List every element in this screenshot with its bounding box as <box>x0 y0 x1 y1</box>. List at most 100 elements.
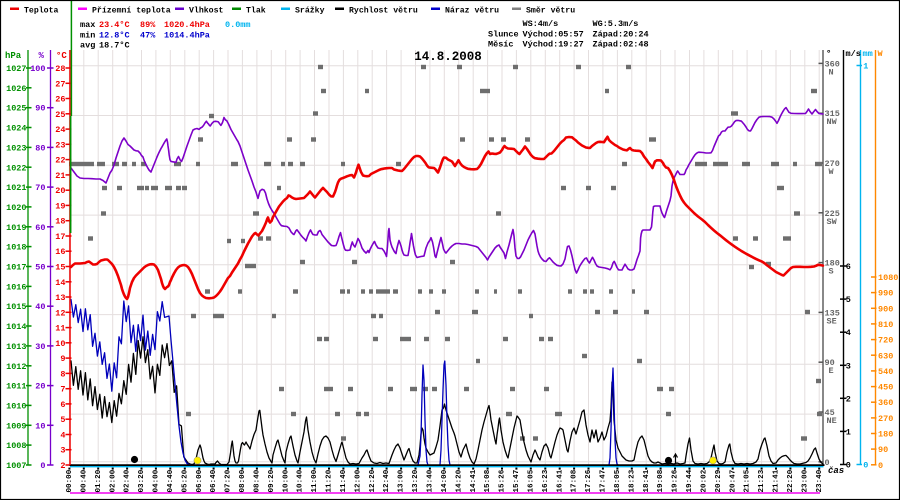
svg-text:18:41: 18:41 <box>643 469 651 492</box>
svg-text:0: 0 <box>878 461 883 471</box>
svg-text:1014.4hPa: 1014.4hPa <box>164 31 210 41</box>
svg-text:17:47: 17:47 <box>600 469 608 492</box>
svg-text:14: 14 <box>55 278 65 288</box>
svg-text:60: 60 <box>35 223 45 233</box>
svg-text:20: 20 <box>35 382 45 392</box>
svg-text:1012: 1012 <box>6 362 26 372</box>
svg-text:Tlak: Tlak <box>246 6 266 16</box>
svg-text:20: 20 <box>55 186 65 196</box>
svg-text:19:44: 19:44 <box>686 469 694 492</box>
svg-text:360: 360 <box>878 398 893 408</box>
svg-text:20:02: 20:02 <box>701 469 709 492</box>
svg-text:%: % <box>39 51 45 61</box>
svg-text:Náraz větru: Náraz větru <box>445 6 499 16</box>
svg-text:16:05: 16:05 <box>527 469 535 492</box>
svg-text:Vlhkost: Vlhkost <box>189 6 223 16</box>
svg-text:10:40: 10:40 <box>297 469 305 492</box>
svg-text:1011: 1011 <box>6 382 26 392</box>
svg-text:14:00: 14:00 <box>441 469 449 492</box>
svg-text:25: 25 <box>55 110 65 120</box>
svg-text:23:40: 23:40 <box>816 469 824 492</box>
svg-text:2: 2 <box>60 461 65 471</box>
svg-text:04:00: 04:00 <box>153 469 161 492</box>
svg-text:1009: 1009 <box>6 421 26 431</box>
svg-text:1014: 1014 <box>6 322 26 332</box>
svg-text:13:40: 13:40 <box>427 469 435 492</box>
svg-text:20:47: 20:47 <box>729 469 737 492</box>
svg-text:SW: SW <box>827 217 838 227</box>
svg-text:90: 90 <box>35 104 45 114</box>
svg-text:°C: °C <box>56 51 67 61</box>
svg-text:11: 11 <box>55 324 65 334</box>
svg-text:1015: 1015 <box>6 302 26 312</box>
svg-text:270: 270 <box>825 159 840 169</box>
svg-text:1021: 1021 <box>6 183 26 193</box>
svg-text:S: S <box>829 267 834 277</box>
svg-text:1025: 1025 <box>6 104 26 114</box>
svg-text:19:08: 19:08 <box>657 469 665 492</box>
svg-text:135: 135 <box>825 308 840 318</box>
svg-text:Srážky: Srážky <box>295 6 325 16</box>
svg-text:min: min <box>80 31 95 41</box>
svg-text:09:20: 09:20 <box>268 469 276 492</box>
svg-text:180: 180 <box>825 259 840 269</box>
svg-text:3: 3 <box>846 361 851 371</box>
svg-text:6: 6 <box>60 400 65 410</box>
svg-text:18:05: 18:05 <box>614 469 622 492</box>
svg-text:20:29: 20:29 <box>715 469 723 492</box>
svg-text:19:26: 19:26 <box>672 469 680 492</box>
svg-text:180: 180 <box>878 430 893 440</box>
svg-text:14:20: 14:20 <box>455 469 463 492</box>
svg-text:810: 810 <box>878 320 893 330</box>
svg-text:1019: 1019 <box>6 223 26 233</box>
svg-text:10:00: 10:00 <box>282 469 290 492</box>
svg-text:23: 23 <box>55 140 65 150</box>
svg-text:11:00: 11:00 <box>311 469 319 492</box>
svg-text:1013: 1013 <box>6 342 26 352</box>
svg-text:8: 8 <box>60 369 65 379</box>
svg-text:1022: 1022 <box>6 163 26 173</box>
svg-text:1010: 1010 <box>6 401 26 411</box>
svg-text:0.0mm: 0.0mm <box>225 20 251 30</box>
svg-text:540: 540 <box>878 367 893 377</box>
svg-text:47%: 47% <box>140 31 156 41</box>
svg-text:0: 0 <box>846 461 851 471</box>
svg-text:14:41: 14:41 <box>470 469 478 492</box>
svg-text:01:20: 01:20 <box>95 469 103 492</box>
svg-text:05:20: 05:20 <box>181 469 189 492</box>
svg-text:22:20: 22:20 <box>787 469 795 492</box>
svg-text:Teplota: Teplota <box>24 6 58 16</box>
svg-text:100: 100 <box>30 64 45 74</box>
svg-text:06:40: 06:40 <box>210 469 218 492</box>
svg-text:1026: 1026 <box>6 84 26 94</box>
svg-text:08:40: 08:40 <box>254 469 262 492</box>
svg-text:0: 0 <box>863 461 868 471</box>
svg-text:Rychlost větru: Rychlost větru <box>349 6 418 16</box>
svg-text:990: 990 <box>878 289 893 299</box>
svg-text:00:00: 00:00 <box>66 469 74 492</box>
svg-text:12: 12 <box>55 308 65 318</box>
svg-text:27: 27 <box>55 79 65 89</box>
svg-text:21:41: 21:41 <box>773 469 781 492</box>
svg-text:50: 50 <box>35 263 45 273</box>
svg-text:26: 26 <box>55 95 65 105</box>
svg-text:00:40: 00:40 <box>80 469 88 492</box>
svg-text:NW: NW <box>827 117 838 127</box>
svg-text:Přízemní teplota: Přízemní teplota <box>92 6 171 16</box>
svg-text:m/s: m/s <box>846 49 861 59</box>
svg-text:12:40: 12:40 <box>383 469 391 492</box>
svg-text:13:20: 13:20 <box>412 469 420 492</box>
svg-text:Východ:19:27: Východ:19:27 <box>523 40 584 50</box>
svg-text:18: 18 <box>55 217 65 227</box>
svg-text:17: 17 <box>55 232 65 242</box>
svg-text:02:00: 02:00 <box>109 469 117 492</box>
svg-text:15:26: 15:26 <box>499 469 507 492</box>
svg-text:40: 40 <box>35 302 45 312</box>
svg-text:17:26: 17:26 <box>585 469 593 492</box>
svg-text:900: 900 <box>878 304 893 314</box>
svg-text:16:23: 16:23 <box>542 469 550 492</box>
svg-text:1007: 1007 <box>6 461 26 471</box>
svg-text:W: W <box>829 167 835 177</box>
svg-text:13:00: 13:00 <box>398 469 406 492</box>
svg-text:630: 630 <box>878 351 893 361</box>
